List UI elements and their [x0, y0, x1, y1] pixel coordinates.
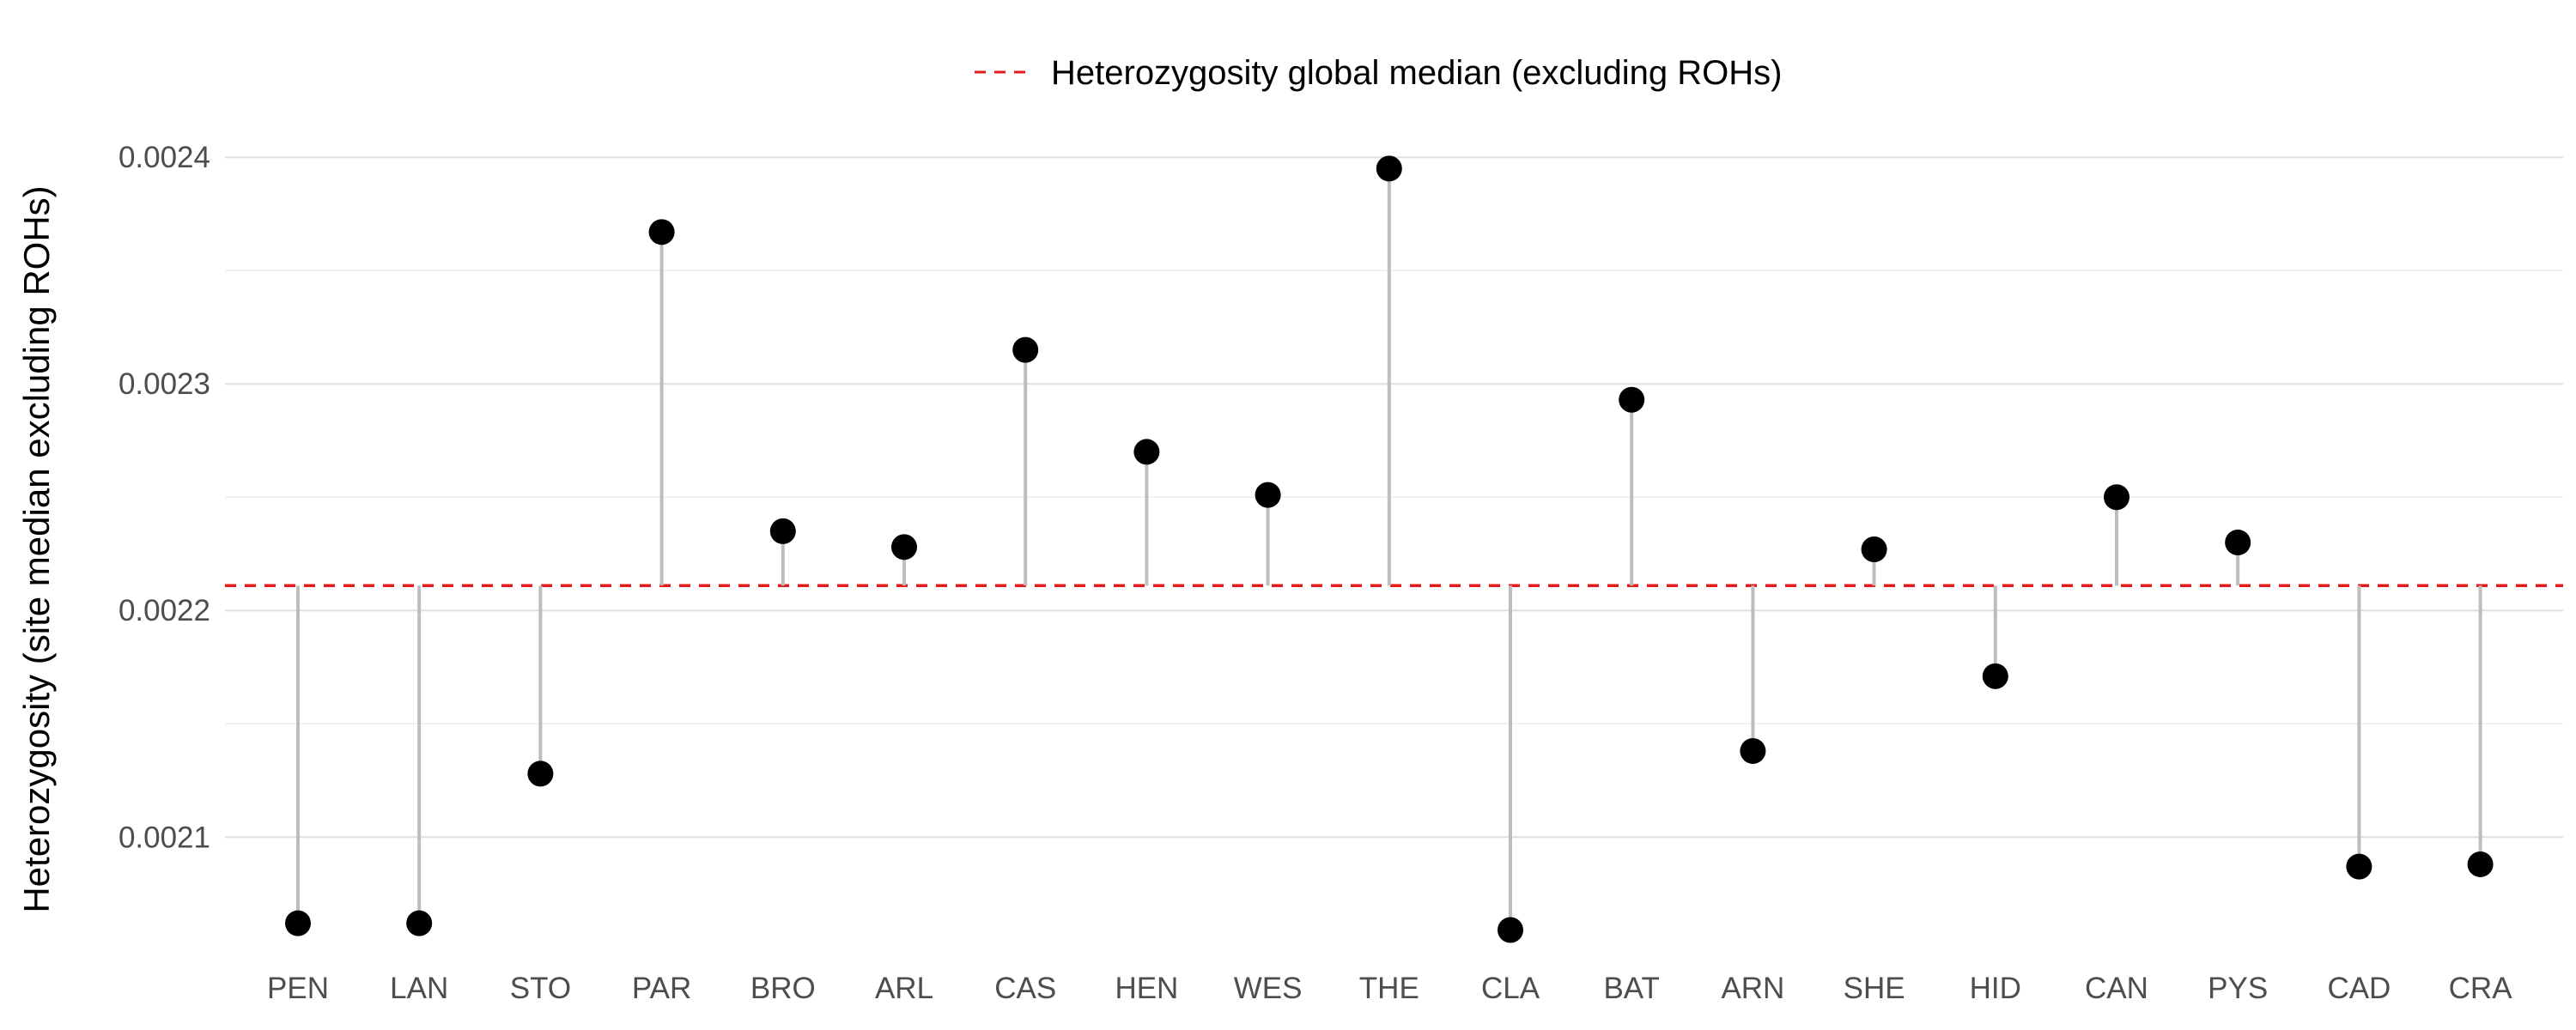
point-hid [1982, 663, 2008, 689]
x-tick-label: CAN [2085, 972, 2148, 1005]
point-sto [527, 760, 554, 787]
point-bat [1619, 386, 1645, 413]
legend: Heterozygosity global median (excluding … [975, 54, 1782, 92]
point-cla [1498, 917, 1523, 943]
x-tick-label: BRO [750, 972, 816, 1005]
point-pys [2225, 530, 2251, 556]
x-tick-label: HEN [1115, 972, 1178, 1005]
point-layer [285, 155, 2494, 943]
point-cad [2346, 853, 2372, 880]
y-axis: 0.0021 0.0022 0.0023 0.0024 [118, 141, 210, 854]
x-axis: PEN LAN STO PAR BRO ARL CAS HEN WES THE CLA BAT ARN S… [267, 972, 2512, 1005]
x-tick-label: ARN [1721, 972, 1784, 1005]
y-tick-label: 0.0022 [118, 594, 210, 627]
point-bro [769, 518, 796, 544]
point-cas [1012, 336, 1039, 363]
point-hen [1133, 439, 1160, 465]
point-pen [285, 910, 311, 936]
x-tick-label: BAT [1603, 972, 1659, 1005]
point-she [1861, 536, 1887, 562]
point-can [2104, 484, 2129, 511]
y-axis-title: Heterozygosity (site median excluding RO… [16, 185, 57, 912]
point-lan [406, 910, 433, 936]
x-tick-label: SHE [1844, 972, 1905, 1005]
x-tick-label: STO [510, 972, 571, 1005]
x-tick-label: CAD [2327, 972, 2391, 1005]
x-tick-label: PEN [267, 972, 329, 1005]
x-tick-label: LAN [390, 972, 448, 1005]
point-arn [1740, 737, 1766, 764]
x-tick-label: ARL [875, 972, 933, 1005]
x-tick-label: CAS [994, 972, 1056, 1005]
x-tick-label: THE [1359, 972, 1419, 1005]
grid-layer [225, 156, 2563, 839]
x-tick-label: WES [1234, 972, 1303, 1005]
x-tick-label: PYS [2208, 972, 2268, 1005]
x-tick-label: HID [1970, 972, 2021, 1005]
y-tick-label: 0.0024 [118, 141, 210, 174]
y-tick-label: 0.0021 [118, 821, 210, 854]
stem-layer [296, 168, 2482, 930]
y-tick-label: 0.0023 [118, 367, 210, 401]
point-the [1376, 155, 1402, 182]
point-par [648, 219, 675, 245]
point-wes [1255, 482, 1281, 508]
point-arl [891, 534, 917, 560]
x-tick-label: CRA [2449, 972, 2513, 1005]
point-cra [2467, 851, 2494, 877]
legend-label: Heterozygosity global median (excluding … [1051, 54, 1782, 92]
x-tick-label: CLA [1481, 972, 1540, 1005]
x-tick-label: PAR [632, 972, 691, 1005]
